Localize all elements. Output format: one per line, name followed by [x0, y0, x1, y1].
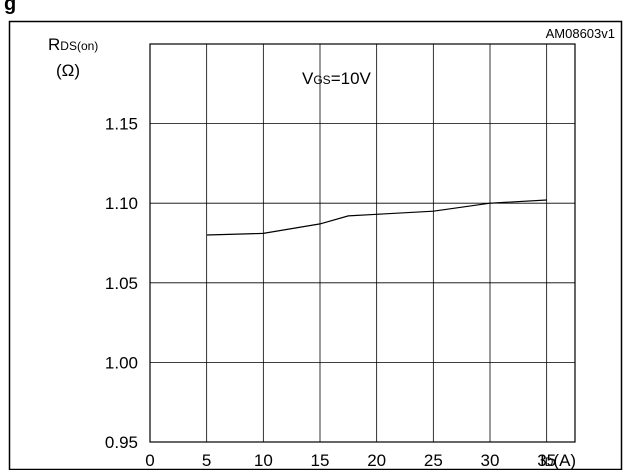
x-tick-label: 10 — [254, 451, 273, 470]
figure-id: AM08603v1 — [546, 26, 615, 41]
y-axis-label-sub: DS(on) — [60, 39, 98, 53]
annotation-value: =10V — [331, 69, 372, 88]
y-axis-label-main: R — [48, 35, 60, 54]
y-tick-label: 1.10 — [105, 194, 138, 213]
annotation-main: V — [302, 69, 314, 88]
y-tick-label: 0.95 — [105, 433, 138, 452]
x-tick-label: 35 — [537, 451, 556, 470]
x-axis-unit: (A) — [553, 451, 576, 470]
figure-heading: g — [4, 0, 16, 15]
x-tick-label: 0 — [145, 451, 154, 470]
y-tick-label: 1.00 — [105, 353, 138, 372]
x-tick-label: 30 — [481, 451, 500, 470]
figure-border — [8, 20, 623, 470]
plot-area: 0 5 10 15 20 25 30 35 0.95 1.00 1.05 1.10 1.15 — [105, 43, 576, 470]
y-tick-label: 1.15 — [105, 115, 138, 134]
y-axis-unit: (Ω) — [56, 61, 80, 80]
x-tick-label: 5 — [202, 451, 211, 470]
plot-frame — [149, 43, 576, 443]
x-tick-label: 15 — [311, 451, 330, 470]
y-axis-label: RDS(on) — [48, 35, 98, 54]
x-axis-label-main: I — [540, 451, 545, 470]
chart-annotation: VGS=10V — [302, 69, 372, 88]
x-axis-label: ID(A) — [540, 451, 576, 470]
annotation-sub: GS — [313, 73, 330, 87]
x-tick-label: 25 — [424, 451, 443, 470]
x-axis-label-sub: D — [545, 455, 554, 469]
series-line — [206, 199, 547, 236]
x-tick-label: 20 — [367, 451, 386, 470]
y-tick-label: 1.05 — [105, 274, 138, 293]
